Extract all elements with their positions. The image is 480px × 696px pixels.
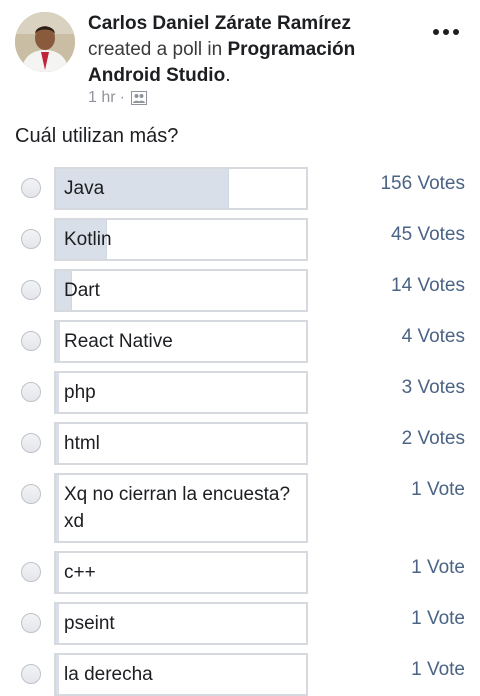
- author-name[interactable]: Carlos Daniel Zárate Ramírez: [88, 13, 351, 34]
- poll-option-result-bar: [56, 220, 107, 259]
- poll-option-radio[interactable]: [21, 229, 41, 249]
- poll-option-label: React Native: [64, 331, 173, 352]
- poll-option-result-bar: [56, 322, 60, 361]
- poll-option-box[interactable]: php: [54, 371, 308, 414]
- poll-option-label: c++: [64, 562, 96, 583]
- poll-option-result-bar: [56, 604, 59, 643]
- poll-option[interactable]: Dart 14 Votes: [0, 269, 480, 312]
- more-options-icon[interactable]: [430, 18, 462, 46]
- poll-option[interactable]: Xq no cierran la encuesta? xd 1 Vote: [0, 473, 480, 543]
- poll-option-result-bar: [56, 373, 59, 412]
- poll-option-box[interactable]: Xq no cierran la encuesta? xd: [54, 473, 308, 543]
- post-meta: 1 hr ·: [88, 89, 147, 107]
- poll-option-label: php: [64, 382, 96, 403]
- poll-option-vote-count[interactable]: 156 Votes: [380, 173, 465, 194]
- poll-option[interactable]: php 3 Votes: [0, 371, 480, 414]
- poll-option-radio[interactable]: [21, 433, 41, 453]
- poll-option-radio[interactable]: [21, 484, 41, 504]
- poll-option[interactable]: la derecha 1 Vote: [0, 653, 480, 696]
- poll-option-vote-count[interactable]: 45 Votes: [391, 224, 465, 245]
- poll-option-label: html: [64, 433, 100, 454]
- poll-option-radio[interactable]: [21, 280, 41, 300]
- poll-option[interactable]: c++ 1 Vote: [0, 551, 480, 594]
- group-audience-icon: [130, 91, 147, 105]
- poll-option[interactable]: Kotlin 45 Votes: [0, 218, 480, 261]
- post-action-text: created a poll in: [88, 39, 223, 60]
- poll-option-radio[interactable]: [21, 664, 41, 684]
- poll-option-label: Xq no cierran la encuesta? xd: [64, 484, 291, 532]
- group-name[interactable]: Programación Android Studio: [88, 39, 356, 86]
- poll-option[interactable]: Java 156 Votes: [0, 167, 480, 210]
- poll-option-box[interactable]: Kotlin: [54, 218, 308, 261]
- poll-option-vote-count[interactable]: 1 Vote: [411, 479, 465, 500]
- post-header: Carlos Daniel Zárate Ramírez created a p…: [0, 0, 480, 115]
- poll-option-box[interactable]: React Native: [54, 320, 308, 363]
- poll-option-radio[interactable]: [21, 178, 41, 198]
- poll-option-vote-count[interactable]: 14 Votes: [391, 275, 465, 296]
- more-dot: [443, 29, 449, 35]
- poll-option-result-bar: [56, 169, 229, 208]
- poll-option-result-bar: [56, 553, 59, 592]
- poll-option-vote-count[interactable]: 2 Votes: [401, 428, 465, 449]
- more-dot: [453, 29, 459, 35]
- poll-option-box[interactable]: html: [54, 422, 308, 465]
- poll-option-result-bar: [56, 271, 72, 310]
- post-time[interactable]: 1 hr: [88, 89, 116, 106]
- poll-option-label: la derecha: [64, 664, 153, 685]
- profile-photo: [15, 12, 75, 72]
- poll-option-label: Dart: [64, 280, 100, 301]
- poll-option[interactable]: html 2 Votes: [0, 422, 480, 465]
- poll-option-vote-count[interactable]: 3 Votes: [401, 377, 465, 398]
- poll-option-radio[interactable]: [21, 613, 41, 633]
- post-headline: Carlos Daniel Zárate Ramírez created a p…: [88, 11, 418, 89]
- headline-period: .: [225, 65, 231, 86]
- poll-option-vote-count[interactable]: 4 Votes: [401, 326, 465, 347]
- poll-option-vote-count[interactable]: 1 Vote: [411, 608, 465, 629]
- more-dot: [433, 29, 439, 35]
- poll-question: Cuál utilizan más?: [15, 125, 179, 147]
- poll-option-label: Kotlin: [64, 229, 112, 250]
- poll-option-radio[interactable]: [21, 562, 41, 582]
- poll-option-vote-count[interactable]: 1 Vote: [411, 557, 465, 578]
- poll-option-box[interactable]: c++: [54, 551, 308, 594]
- poll-option-result-bar: [56, 655, 59, 694]
- avatar[interactable]: [15, 12, 75, 72]
- poll-option[interactable]: pseint 1 Vote: [0, 602, 480, 645]
- poll-option-radio[interactable]: [21, 331, 41, 351]
- poll-option-label: Java: [64, 178, 105, 199]
- poll-option-box[interactable]: la derecha: [54, 653, 308, 696]
- poll-option-vote-count[interactable]: 1 Vote: [411, 659, 465, 680]
- poll-option-box[interactable]: Dart: [54, 269, 308, 312]
- poll-option-result-bar: [56, 475, 59, 541]
- poll-option[interactable]: React Native 4 Votes: [0, 320, 480, 363]
- poll-option-label: pseint: [64, 613, 115, 634]
- poll-option-result-bar: [56, 424, 59, 463]
- poll-option-box[interactable]: pseint: [54, 602, 308, 645]
- meta-separator: ·: [119, 89, 125, 106]
- poll-option-radio[interactable]: [21, 382, 41, 402]
- poll-option-box[interactable]: Java: [54, 167, 308, 210]
